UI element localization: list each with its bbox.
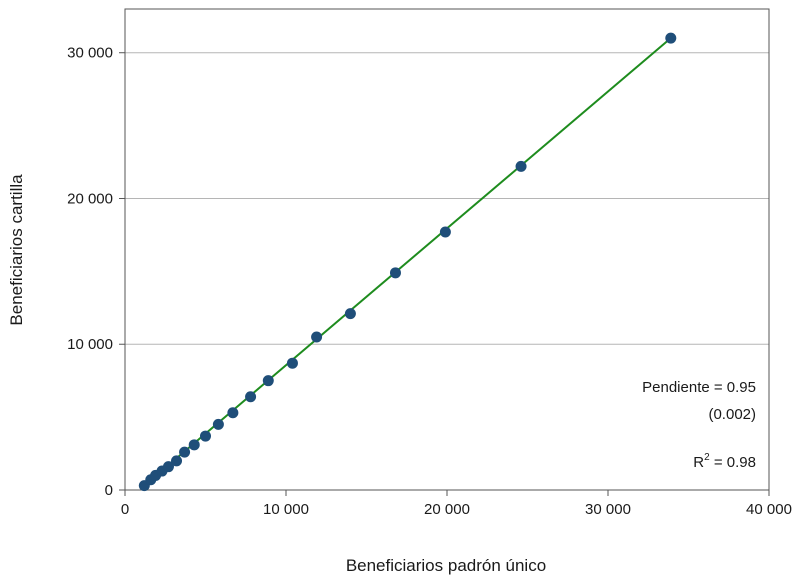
y-axis-title: Beneficiarios cartilla [7,174,26,326]
x-tick-label: 20 000 [424,501,470,518]
x-tick-label: 40 000 [746,501,792,518]
plot-frame [124,8,770,491]
r2-annotation: R2 = 0.98 [693,452,756,471]
data-point [286,357,298,369]
x-tick-label: 30 000 [585,501,631,518]
data-point [212,418,224,430]
data-point [245,391,257,403]
data-point [389,267,401,279]
fit-line [143,37,672,487]
data-points [138,32,677,492]
axis-ticks [119,52,770,496]
slope-annotation: Pendiente = 0.95 [642,379,756,396]
y-tick-label: 30 000 [67,45,113,62]
y-tick-label: 10 000 [67,336,113,353]
data-point [439,226,451,238]
data-point [311,331,323,343]
data-point [665,32,677,44]
data-point [171,455,183,467]
x-axis-title: Beneficiarios padrón único [346,556,546,575]
data-point [200,430,211,442]
data-point [179,446,191,458]
data-point [515,160,527,172]
r2-prefix: R [693,454,704,471]
x-tick-label: 0 [121,501,129,518]
data-point [227,407,239,419]
slope-se-annotation: (0.002) [708,406,756,423]
data-point [188,439,200,451]
data-point [262,375,274,387]
gridlines [125,52,769,345]
tick-labels: 0 10 000 20 000 30 000 0 10 000 20 000 30 000 40… [67,45,792,518]
y-tick-label: 0 [105,482,113,499]
r2-superscript: 2 [704,452,710,463]
r2-suffix: = 0.98 [710,454,756,471]
fit-line-layer [143,37,672,487]
data-point [162,461,174,473]
data-point [344,308,356,320]
y-tick-label: 20 000 [67,190,113,207]
x-tick-label: 10 000 [263,501,309,518]
